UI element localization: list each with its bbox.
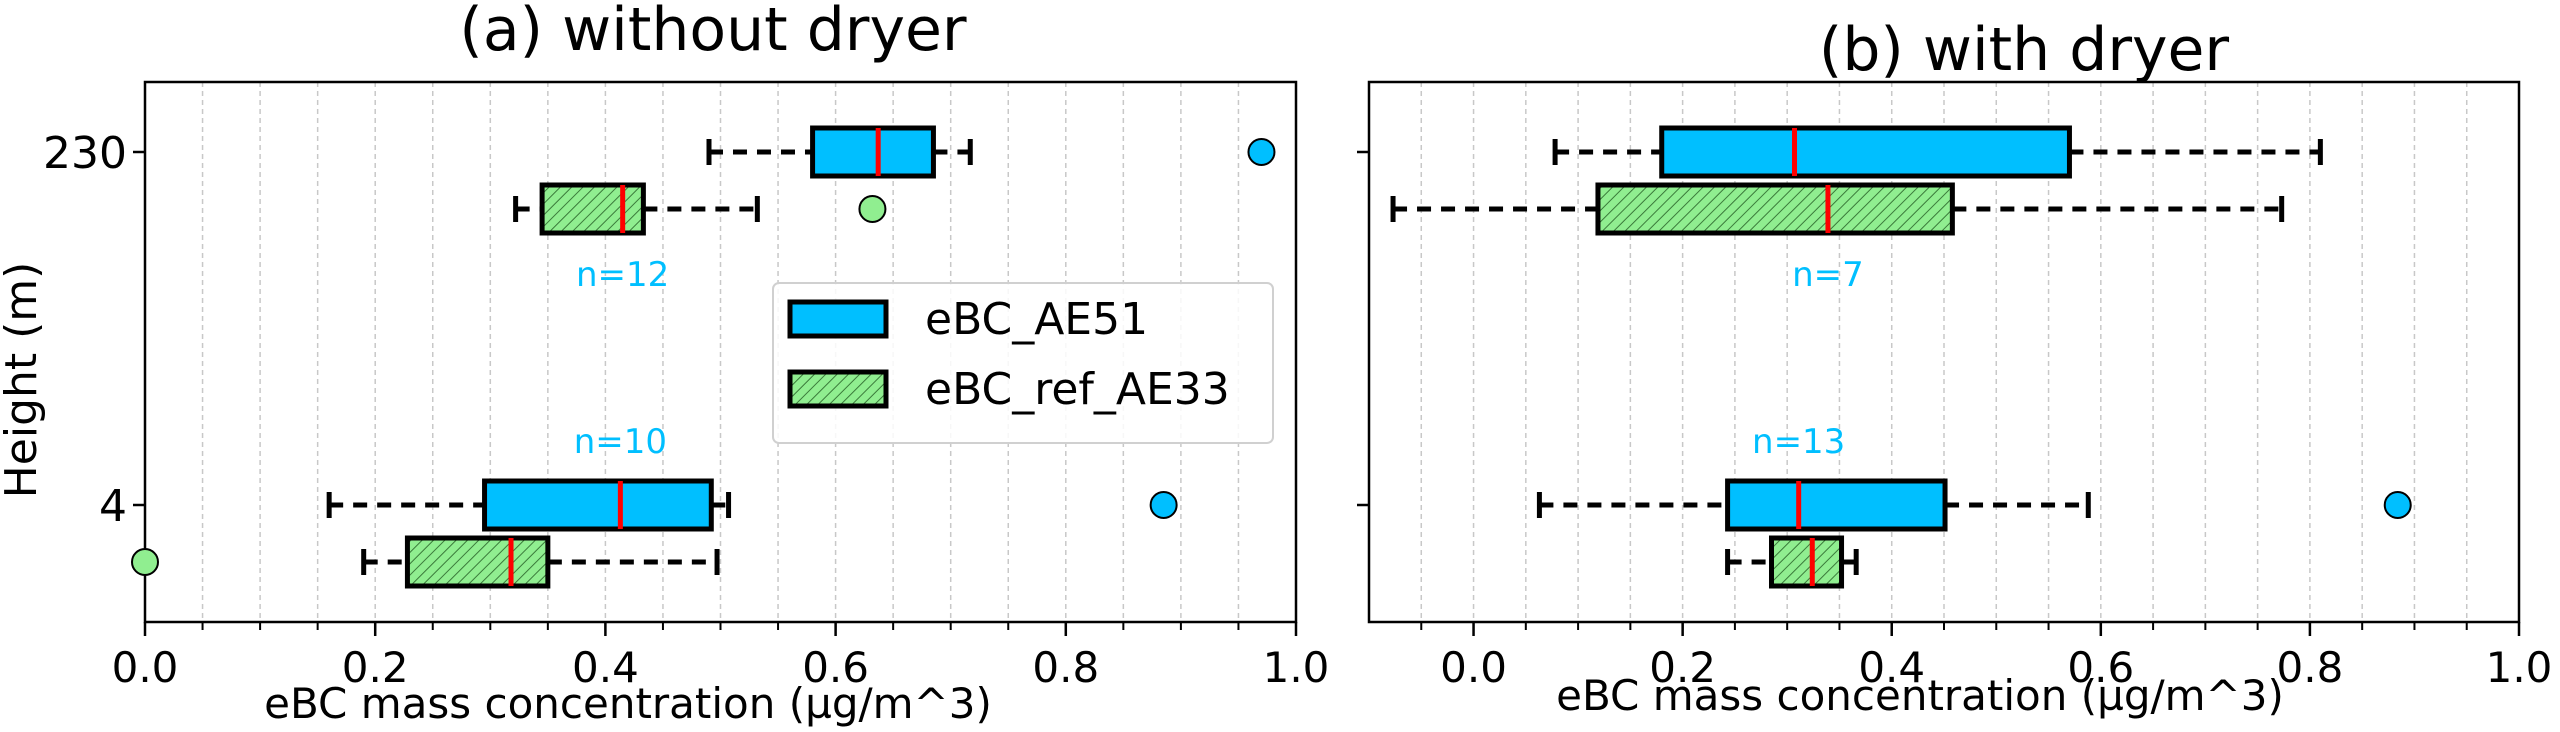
panel-b-x-axis-label: eBC mass concentration (µg/m^3) [1556, 671, 2284, 720]
panel-b-x-tick-label: 0.8 [2277, 643, 2344, 692]
panel-a-x-tick-label: 0.4 [572, 643, 639, 692]
panel-a-box-ae51 [810, 125, 936, 179]
panel-b-plot: 0.0 0.2 0.4 0.6 0.8 1.0 n=7 n=13 [1357, 80, 2553, 692]
panel-a-x-tick-label: 0.6 [802, 643, 869, 692]
legend-swatch-ae33 [787, 369, 889, 409]
panel-a-n-annotation: n=10 [574, 422, 667, 462]
panel-b-outlier-ae51 [2383, 491, 2412, 519]
panel-b-title: (b) with dryer [1819, 15, 2230, 85]
panel-b-box-ae51 [1725, 478, 1948, 532]
panel-a-x-tick-label: 0.0 [112, 643, 179, 692]
panel-a-x-tick-label: 0.2 [342, 643, 409, 692]
panel-a-plot: 0.0 0.2 0.4 0.6 0.8 1.0 230 4 n=12 n=10 [43, 80, 1330, 692]
panel-b-box-ae51 [1659, 125, 2072, 179]
legend-frame [772, 282, 1274, 444]
y-axis-label: Height (m) [0, 262, 47, 499]
panel-a-box-ae33 [539, 182, 646, 236]
legend-label-ae51: eBC_AE51 [925, 294, 1148, 345]
panel-b-n-annotation: n=7 [1792, 255, 1864, 295]
legend-label-ae33: eBC_ref_AE33 [925, 364, 1230, 415]
panel-a-outlier-ae51 [1149, 491, 1178, 519]
panel-a-x-tick-label: 0.8 [1032, 643, 1099, 692]
panel-a-y-tick-label: 230 [43, 128, 127, 179]
panel-a-title: (a) without dryer [459, 0, 966, 65]
panel-b-n-annotation: n=13 [1752, 422, 1845, 462]
panel-a-box-ae51 [482, 478, 714, 532]
panel-a-x-axis-label: eBC mass concentration (µg/m^3) [264, 679, 992, 728]
panel-b-x-tick-label: 0.2 [1649, 643, 1716, 692]
panel-b-box-ae33 [1769, 535, 1845, 589]
panel-a-n-annotation: n=12 [576, 255, 669, 295]
panel-a-box-ae33 [404, 535, 551, 589]
panel-a-outlier-ae51 [1247, 138, 1276, 166]
panel-b-x-tick-label: 0.0 [1440, 643, 1507, 692]
panel-b-x-tick-label: 0.4 [1858, 643, 1925, 692]
panel-b-axes-frame [1367, 80, 2521, 624]
panel-a-axes-frame [143, 80, 1298, 624]
panel-a-outlier-ae33 [131, 548, 159, 576]
panel-a-outlier-ae33 [858, 195, 887, 223]
panel-b-box-ae33 [1595, 182, 1955, 236]
legend-swatch-ae51 [787, 299, 889, 339]
legend: eBC_AE51 eBC_ref_AE33 [772, 282, 1274, 444]
panel-b-x-tick-label: 0.6 [2067, 643, 2134, 692]
panel-b-x-tick-label: 1.0 [2486, 643, 2553, 692]
panel-a-x-tick-label: 1.0 [1263, 643, 1330, 692]
panel-a-y-tick-label: 4 [99, 481, 127, 532]
